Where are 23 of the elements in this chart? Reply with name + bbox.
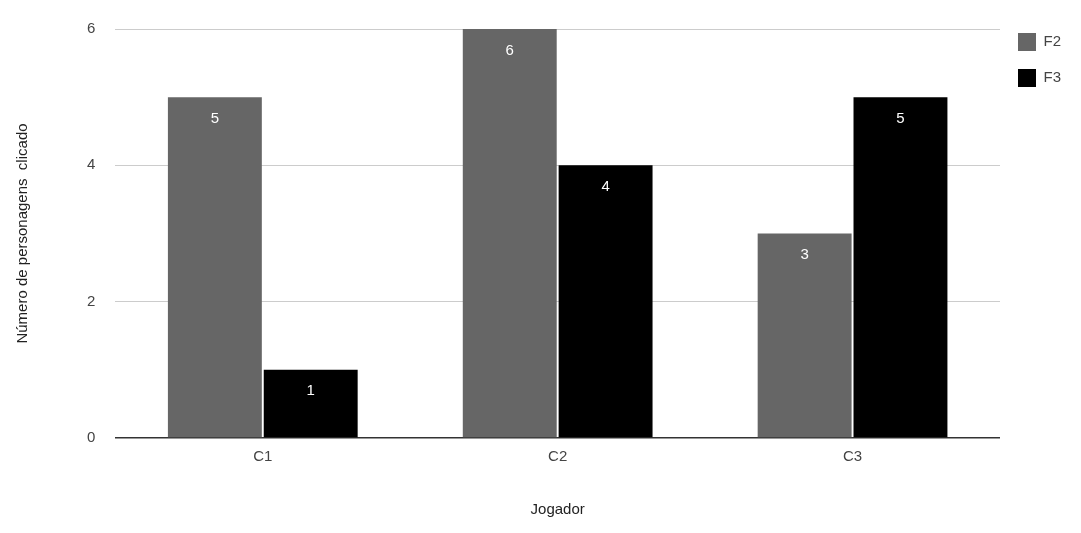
y-tick-label: 0 [87, 428, 96, 446]
data-label: 4 [601, 176, 610, 194]
data-label: 3 [800, 245, 809, 263]
bar [558, 165, 653, 438]
data-label: 6 [505, 40, 514, 58]
bar [757, 233, 852, 438]
bar [263, 369, 358, 438]
bar [853, 97, 948, 438]
y-tick-label: 4 [87, 155, 96, 173]
bar [462, 29, 557, 438]
x-axis-title: Jogador [530, 500, 585, 518]
data-label: 1 [306, 381, 315, 399]
bar [167, 97, 262, 438]
x-tick-label: C3 [842, 447, 863, 465]
y-tick-label: 6 [87, 19, 96, 37]
x-tick-label: C1 [253, 447, 273, 465]
data-label: 5 [210, 108, 220, 126]
data-label: 5 [896, 108, 905, 126]
y-tick-label: 2 [87, 291, 96, 309]
x-tick-label: C2 [548, 447, 568, 465]
legend-label: F2 [1043, 32, 1062, 50]
y-axis-title: Número de personagens clicado [13, 123, 31, 344]
legend-label: F3 [1043, 68, 1062, 86]
